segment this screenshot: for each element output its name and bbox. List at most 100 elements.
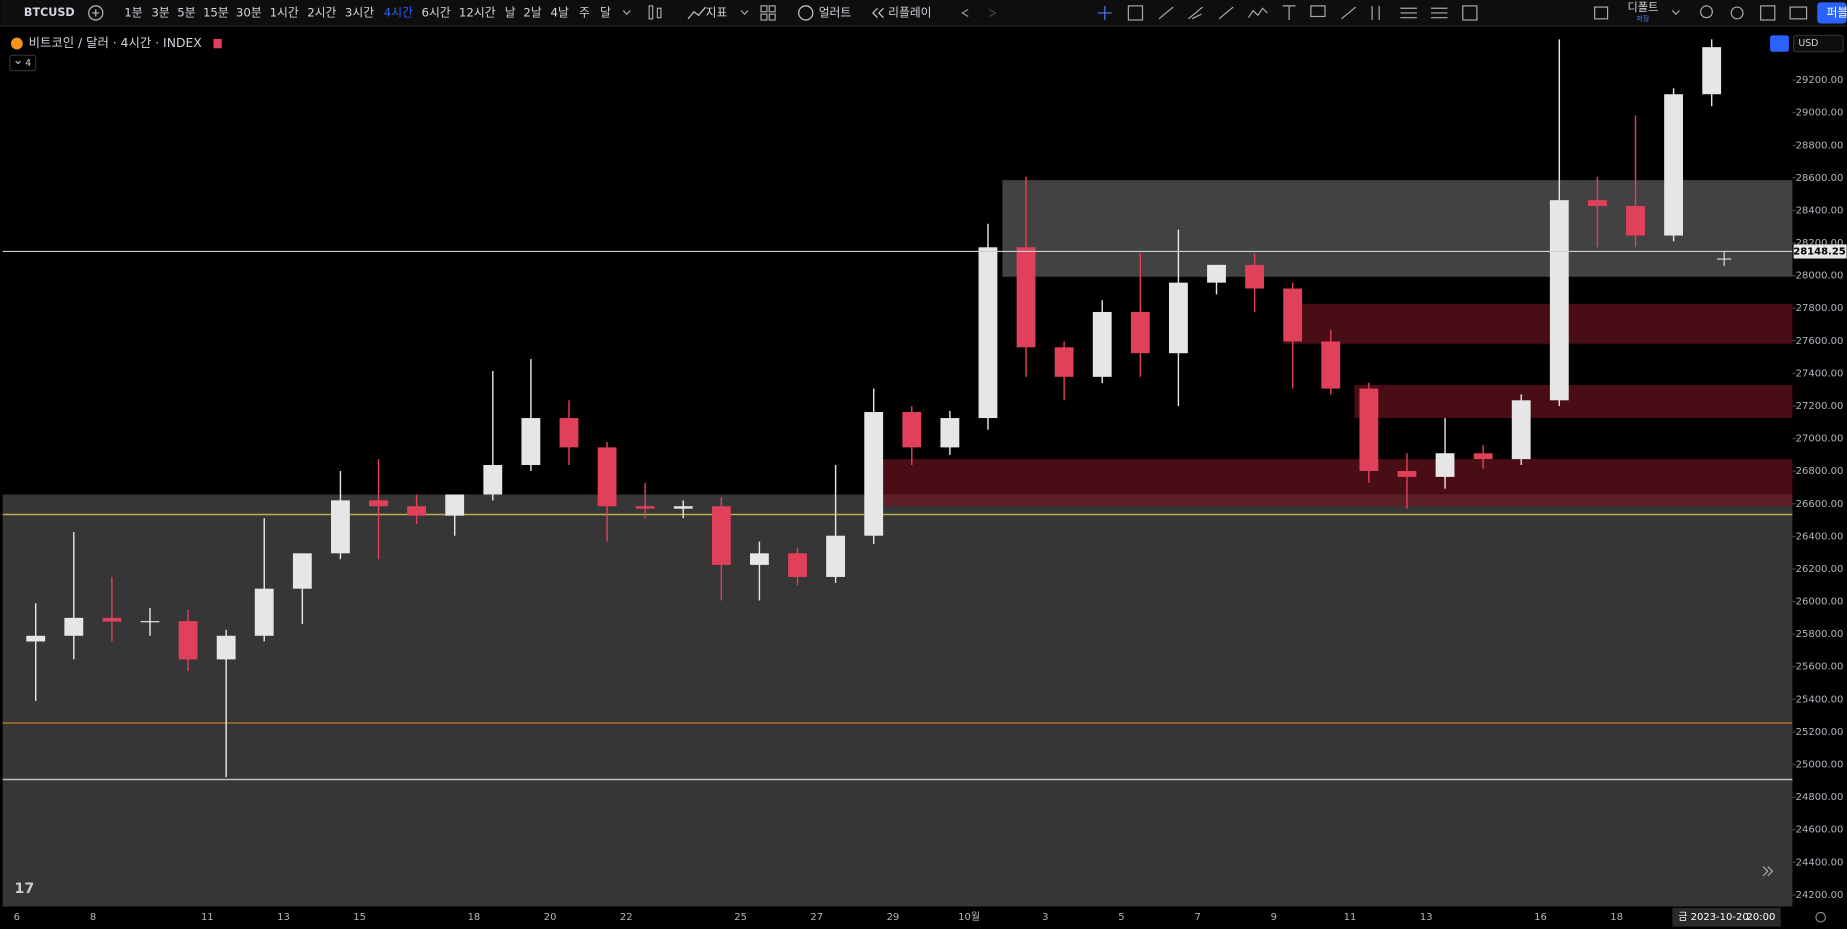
candle-body: [445, 494, 465, 516]
timeframe[interactable]: 1시간: [270, 5, 299, 19]
scroll-button[interactable]: [1762, 866, 1774, 877]
add-symbol-icon[interactable]: [88, 5, 104, 21]
right-tools: [1700, 5, 1808, 21]
x-tick-label: 7: [1194, 912, 1200, 923]
x-tick-label: 9: [1271, 912, 1277, 923]
y-tick-label: 26400.00: [1796, 531, 1844, 542]
axis-settings[interactable]: [1815, 911, 1827, 923]
candle-body: [864, 412, 884, 536]
fullscreen-icon[interactable]: [1760, 5, 1776, 21]
fib-tool[interactable]: [1188, 6, 1203, 20]
timeframe[interactable]: 2날: [523, 5, 541, 19]
y-tick-label: 28000.00: [1796, 271, 1844, 282]
x-tick-label: 15: [353, 912, 366, 923]
publish[interactable]: 퍼블: [1827, 5, 1847, 19]
timeframe[interactable]: 15분: [203, 5, 229, 19]
timeframe[interactable]: 1분: [124, 5, 142, 19]
plot-area: [2, 39, 1793, 907]
replay-icon[interactable]: [872, 7, 884, 19]
timeframe[interactable]: 30분: [236, 5, 262, 19]
text-tool[interactable]: [1282, 5, 1296, 21]
caret[interactable]: [740, 10, 749, 15]
publish-button[interactable]: [1817, 2, 1847, 24]
sync-button[interactable]: [1770, 35, 1789, 52]
pattern-tool[interactable]: [1247, 7, 1268, 18]
indicator-icon[interactable]: [687, 6, 707, 20]
x-tick-label: 13: [277, 912, 290, 923]
timeframe[interactable]: 날: [505, 5, 516, 19]
timeframe[interactable]: 3분: [151, 5, 169, 19]
indicator-toggle[interactable]: [9, 54, 37, 72]
redo[interactable]: [989, 8, 997, 17]
crosshair-time: 20:00: [1747, 912, 1776, 923]
brush-tool[interactable]: [1218, 6, 1234, 20]
flag[interactable]: [213, 38, 222, 49]
currency[interactable]: USD: [1798, 38, 1818, 49]
y-tick-label: 26800.00: [1796, 466, 1844, 477]
candle-body: [26, 635, 46, 642]
x-tick-label: 6: [14, 912, 20, 923]
trend-tool[interactable]: [1158, 6, 1174, 20]
rect-tool[interactable]: [1127, 5, 1144, 21]
zone: [2, 494, 1793, 907]
measure-tool[interactable]: [1341, 6, 1356, 20]
replay[interactable]: 리플레이: [888, 5, 931, 19]
y-tick-label: 25600.00: [1796, 662, 1844, 673]
candle-body: [711, 506, 731, 565]
indicator-count[interactable]: 4: [25, 58, 31, 69]
timeframe[interactable]: 주: [579, 5, 590, 19]
undo[interactable]: [961, 8, 969, 17]
last-price-label: 28148.25: [1793, 246, 1846, 257]
x-tick-label: 20: [544, 912, 557, 923]
position-tool[interactable]: [1371, 5, 1380, 21]
y-tick-label: 28800.00: [1796, 140, 1844, 151]
caret[interactable]: [1671, 10, 1680, 15]
timeframe[interactable]: 3시간: [345, 5, 374, 19]
candle-body: [178, 621, 198, 660]
alert-icon[interactable]: [798, 5, 814, 21]
timeframe[interactable]: 4날: [551, 5, 569, 19]
symbol[interactable]: BTCUSD: [24, 6, 75, 19]
timeframe[interactable]: 12시간: [459, 5, 496, 19]
candle-body: [1511, 400, 1531, 460]
note-tool[interactable]: [1310, 5, 1326, 18]
crosshair-tool[interactable]: [1097, 5, 1112, 21]
candle-body: [331, 500, 350, 554]
layout-name[interactable]: 디폴트: [1627, 1, 1658, 14]
indicators[interactable]: 지표: [706, 5, 728, 19]
settings-icon[interactable]: [1730, 6, 1744, 20]
candle-type-icon: [656, 7, 662, 19]
timeframe[interactable]: 달: [600, 5, 611, 19]
layout-icon[interactable]: [760, 5, 768, 13]
candle-body: [1016, 247, 1036, 348]
alert[interactable]: 얼러트: [819, 5, 852, 19]
candle-body: [102, 617, 122, 622]
x-tick-label: 10월: [958, 911, 980, 923]
x-tick-label: 3: [1042, 912, 1048, 923]
currency-button[interactable]: [1793, 34, 1844, 53]
y-tick-label: 27200.00: [1796, 401, 1844, 412]
zone: [1002, 180, 1793, 277]
timeframe[interactable]: 2시간: [307, 5, 336, 19]
timeframe[interactable]: 5분: [177, 5, 195, 19]
coin-icon: [10, 37, 23, 50]
candle-body: [1702, 47, 1722, 95]
lines-tool[interactable]: [1400, 7, 1417, 19]
candle-body: [1549, 200, 1569, 401]
object-tool[interactable]: [1462, 5, 1478, 21]
x-tick-label: 18: [1610, 912, 1623, 923]
candle-type-icon[interactable]: [648, 5, 654, 20]
candle-body: [750, 553, 769, 565]
search-icon[interactable]: [1700, 5, 1713, 19]
y-tick-label: 26200.00: [1796, 564, 1844, 575]
timeframe[interactable]: 6시간: [421, 5, 450, 19]
timeframe[interactable]: 4시간: [384, 5, 413, 19]
caret[interactable]: [622, 10, 631, 15]
candle-body: [1435, 453, 1455, 477]
snapshot-icon[interactable]: [1789, 6, 1808, 20]
x-tick-label: 25: [734, 912, 747, 923]
group-tool[interactable]: [1430, 7, 1448, 19]
candle-body: [1130, 311, 1150, 354]
checkbox[interactable]: [1594, 6, 1609, 20]
